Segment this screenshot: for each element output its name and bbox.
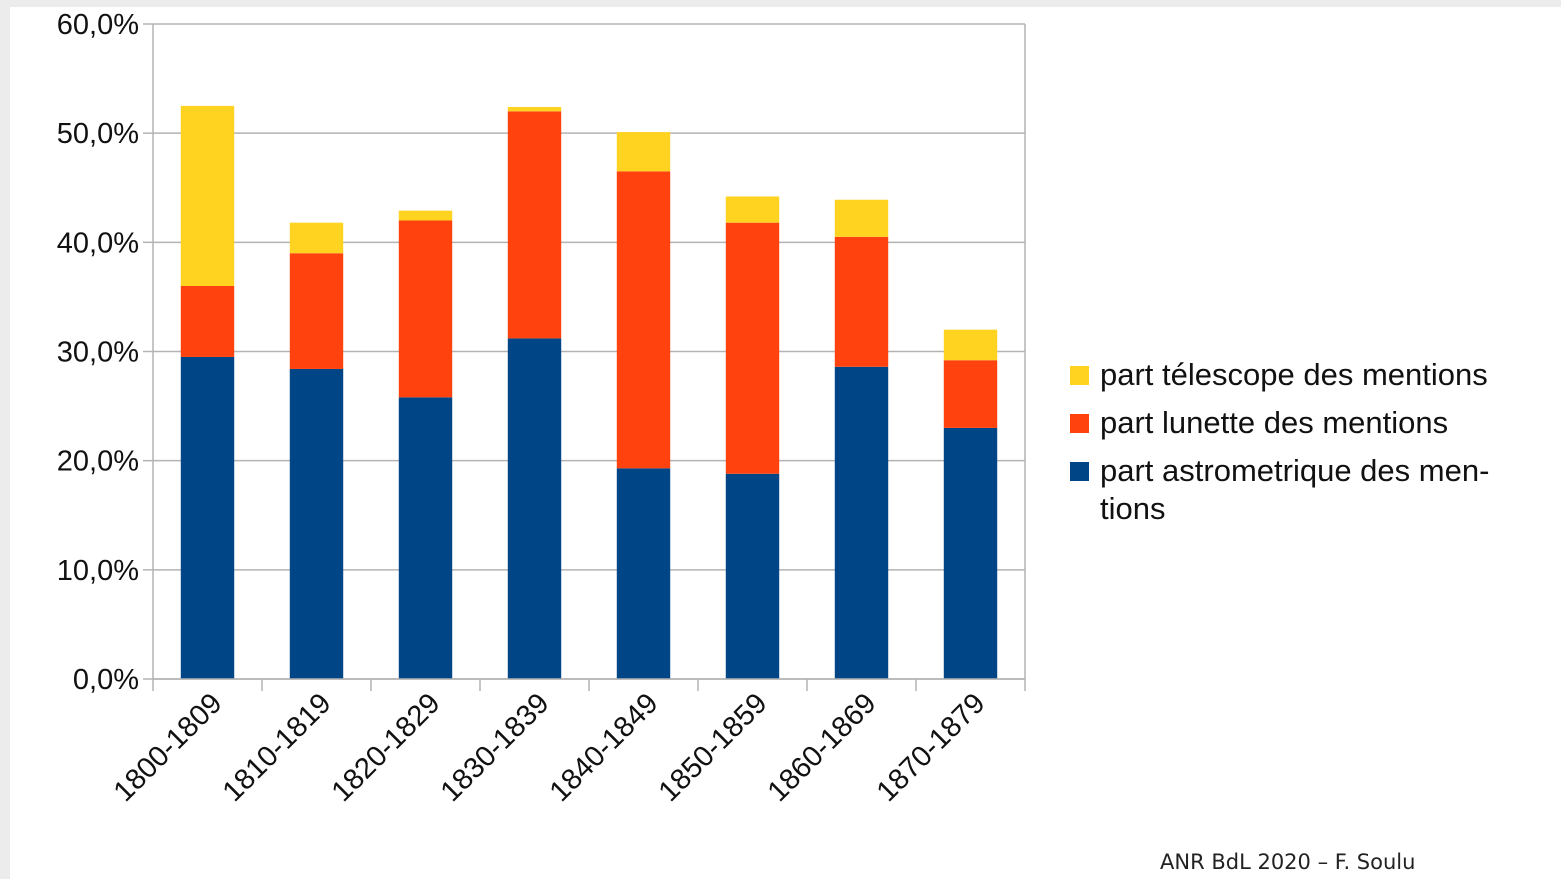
bar-segment — [834, 236, 889, 367]
x-tick-label: 1800-1809 — [108, 687, 229, 808]
credit-text: ANR BdL 2020 – F. Soulu — [1160, 850, 1416, 874]
bar-segment — [943, 360, 998, 428]
legend: part télescope des mentions part lunette … — [1070, 357, 1489, 526]
legend-label: part astrometrique des men-tions — [1100, 453, 1489, 526]
x-tick-label: 1820-1829 — [326, 687, 447, 808]
bar-segment — [834, 199, 889, 237]
x-tick-label: 1850-1859 — [653, 687, 774, 808]
bar-series — [180, 105, 998, 679]
bar-segment — [180, 105, 235, 286]
bar-segment — [616, 171, 671, 469]
y-tick-label: 0,0% — [73, 664, 139, 696]
grid-lines — [153, 23, 1025, 680]
y-tick-label: 20,0% — [57, 446, 139, 478]
legend-swatch — [1070, 414, 1089, 433]
bar-segment — [507, 338, 562, 679]
legend-label: part lunette des mentions — [1100, 405, 1448, 440]
bar-segment — [616, 468, 671, 679]
y-tick-labels: 0,0% 10,0% 20,0% 30,0% 40,0% 50,0% 60,0% — [57, 9, 139, 696]
bar-segment — [289, 253, 344, 369]
y-tick-label: 10,0% — [57, 555, 139, 587]
slide: 0,0% 10,0% 20,0% 30,0% 40,0% 50,0% 60,0% 1800-… — [10, 7, 1561, 879]
bar-segment — [180, 356, 235, 679]
bar-segment — [834, 366, 889, 679]
legend-swatch — [1070, 366, 1089, 385]
bar-segment — [289, 222, 344, 254]
bar-segment — [725, 196, 780, 223]
x-tick-label: 1840-1849 — [544, 687, 665, 808]
bar-segment — [398, 210, 453, 221]
bar-segment — [616, 132, 671, 172]
legend-swatch — [1070, 462, 1089, 481]
bar-segment — [398, 220, 453, 398]
x-tick-label: 1860-1869 — [762, 687, 883, 808]
bar-segment — [507, 106, 562, 112]
bar-segment — [289, 368, 344, 679]
bar-segment — [943, 427, 998, 679]
y-tick-label: 60,0% — [57, 9, 139, 41]
x-tick-label: 1810-1819 — [217, 687, 338, 808]
bar-segment — [943, 329, 998, 361]
bar-segment — [398, 397, 453, 679]
y-tick-label: 40,0% — [57, 227, 139, 259]
stacked-bar-chart: 0,0% 10,0% 20,0% 30,0% 40,0% 50,0% 60,0% 1800-… — [57, 9, 1490, 808]
y-tick-label: 30,0% — [57, 337, 139, 369]
y-tick-label: 50,0% — [57, 118, 139, 150]
legend-label: part télescope des mentions — [1100, 357, 1488, 392]
x-tick-labels: 1800-18091810-18191820-18291830-18391840… — [108, 687, 992, 808]
bar-segment — [725, 222, 780, 474]
bar-segment — [725, 473, 780, 679]
axes — [143, 23, 1026, 691]
bar-segment — [180, 286, 235, 357]
bar-segment — [507, 111, 562, 339]
x-tick-label: 1830-1839 — [435, 687, 556, 808]
x-tick-label: 1870-1879 — [871, 687, 992, 808]
